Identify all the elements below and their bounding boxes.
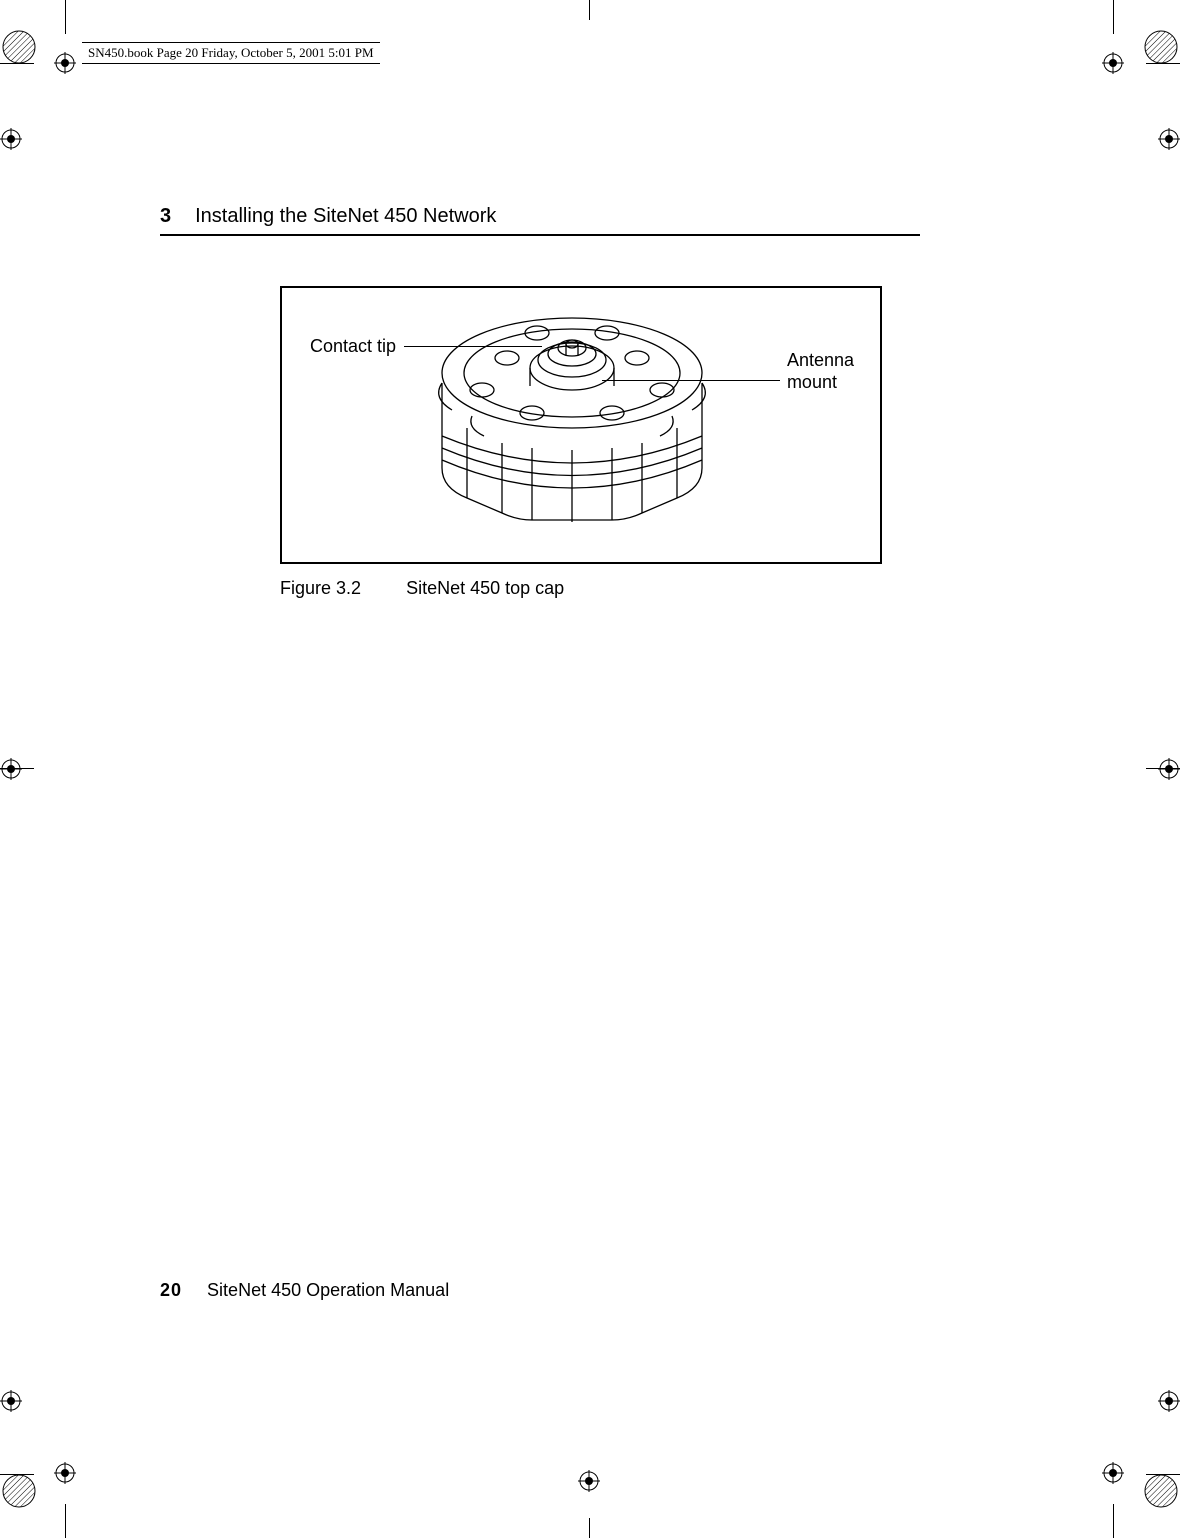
top-cap-illustration bbox=[412, 298, 732, 556]
figure-caption-title: SiteNet 450 top cap bbox=[406, 578, 564, 598]
manual-title: SiteNet 450 Operation Manual bbox=[207, 1280, 449, 1300]
figure-label-right-line1: Antenna bbox=[787, 350, 854, 370]
reg-mark-icon bbox=[54, 1462, 76, 1484]
figure-label-contact-tip: Contact tip bbox=[310, 336, 396, 357]
section-header: 3 Installing the SiteNet 450 Network bbox=[160, 205, 920, 236]
page-footer: 20 SiteNet 450 Operation Manual bbox=[160, 1280, 449, 1301]
reg-mark-icon bbox=[1102, 52, 1124, 74]
reg-mark-icon bbox=[578, 1470, 600, 1492]
hatch-circle-icon bbox=[2, 30, 36, 64]
reg-mark-icon bbox=[1158, 128, 1180, 150]
reg-mark-icon bbox=[0, 1390, 22, 1412]
figure-label-right-line2: mount bbox=[787, 372, 837, 392]
reg-mark-icon bbox=[1102, 1462, 1124, 1484]
hatch-circle-icon bbox=[2, 1474, 36, 1508]
reg-mark-icon bbox=[1158, 1390, 1180, 1412]
figure-caption: Figure 3.2 SiteNet 450 top cap bbox=[280, 578, 920, 599]
page-content: 3 Installing the SiteNet 450 Network Con… bbox=[160, 205, 920, 599]
reg-mark-icon bbox=[0, 128, 22, 150]
reg-mark-icon bbox=[1158, 758, 1180, 780]
section-number: 3 bbox=[160, 205, 171, 228]
reg-mark-icon bbox=[54, 52, 76, 74]
section-title: Installing the SiteNet 450 Network bbox=[195, 205, 496, 228]
figure-frame: Contact tip Antenna mount bbox=[280, 286, 882, 564]
figure-label-antenna-mount: Antenna mount bbox=[787, 350, 854, 393]
page-number: 20 bbox=[160, 1280, 182, 1300]
figure-caption-number: Figure 3.2 bbox=[280, 578, 361, 598]
reg-mark-icon bbox=[0, 758, 22, 780]
hatch-circle-icon bbox=[1144, 1474, 1178, 1508]
book-header: SN450.book Page 20 Friday, October 5, 20… bbox=[82, 42, 380, 64]
hatch-circle-icon bbox=[1144, 30, 1178, 64]
